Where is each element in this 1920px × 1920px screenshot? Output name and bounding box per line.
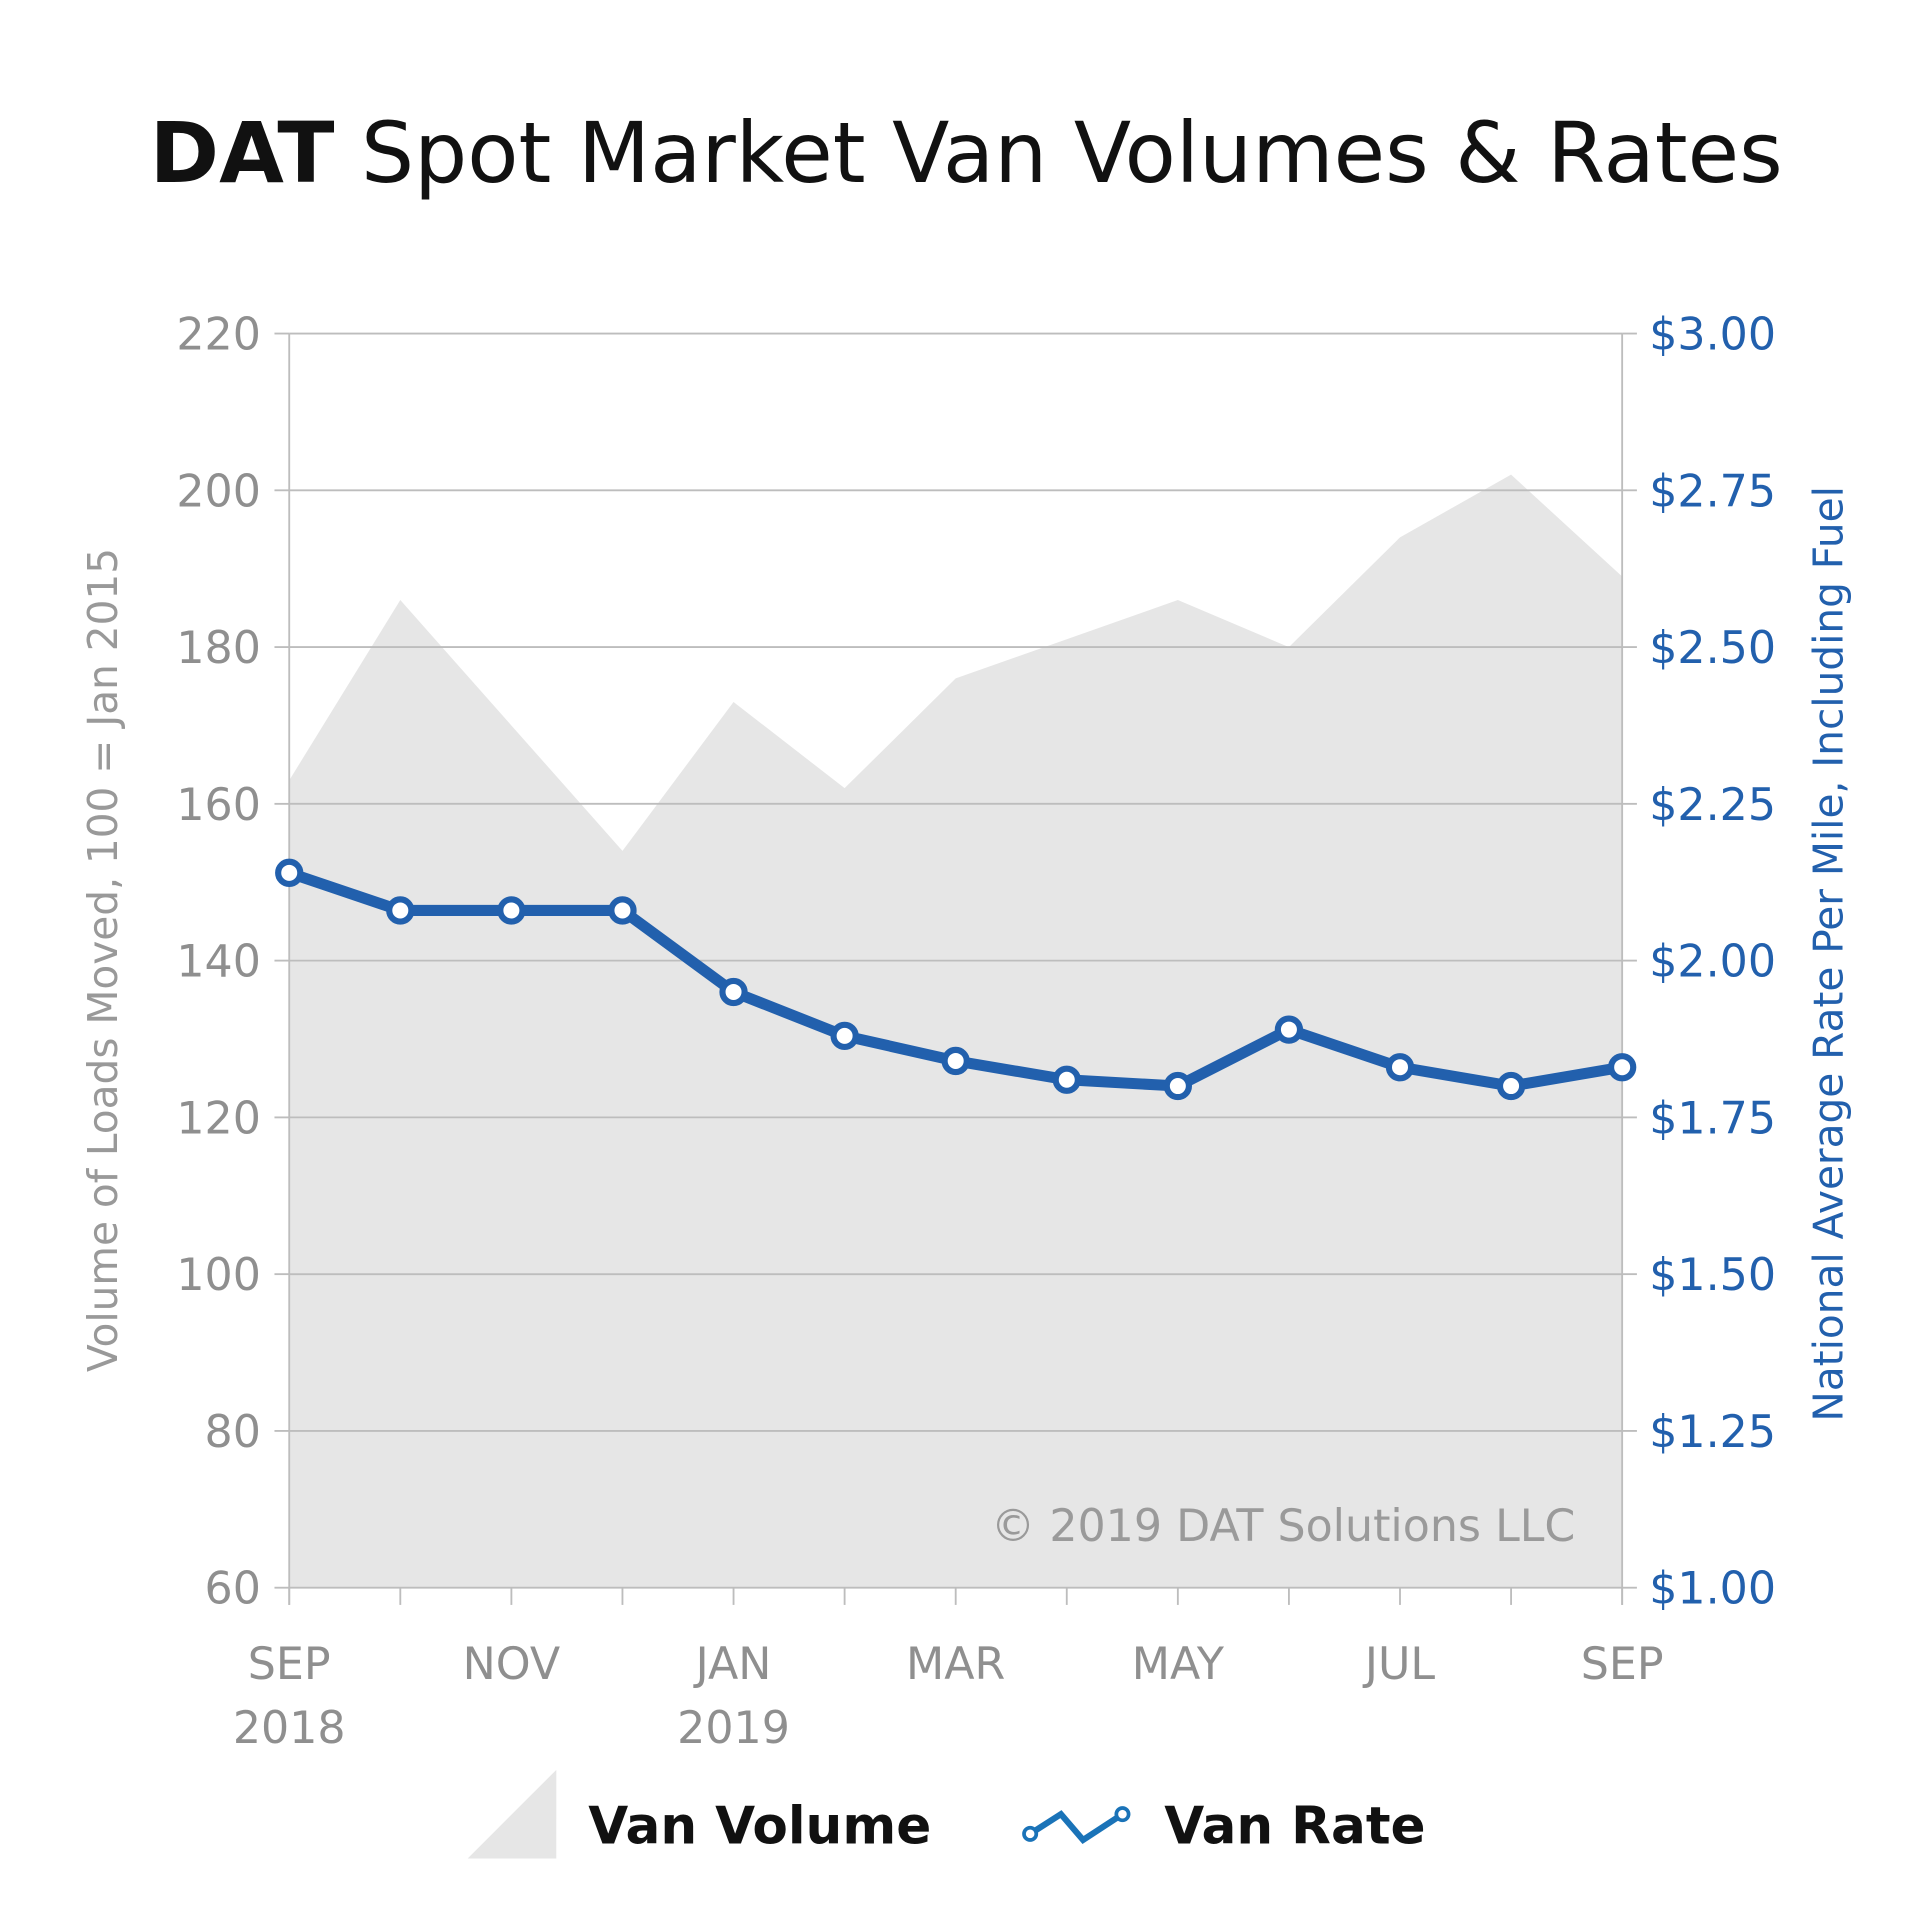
x-tick-label: MAY: [1132, 1639, 1225, 1690]
van-rate-point: [1385, 1053, 1415, 1082]
x-tick-label-year: 2018: [233, 1703, 346, 1754]
legend-van-rate-label: Van Rate: [1164, 1797, 1425, 1857]
x-tick-label: SEP: [1581, 1639, 1664, 1690]
legend-van-volume-swatch: [467, 1769, 557, 1859]
van-rate-point: [941, 1046, 970, 1076]
y-right-tick-label: $2.50: [1649, 623, 1776, 674]
y-right-tick-label: $1.00: [1649, 1564, 1776, 1615]
y-right-tick-label: $1.50: [1649, 1250, 1776, 1301]
annotation-copyright: © 2019 DAT Solutions LLC: [991, 1501, 1575, 1552]
van-rate-point: [1163, 1071, 1192, 1101]
y-right-tick-label: $3.00: [1649, 310, 1776, 361]
y-right-tick-label: $2.00: [1649, 937, 1776, 988]
y-left-tick-label: 200: [176, 466, 261, 517]
x-tick-label: SEP: [248, 1639, 331, 1690]
x-tick-label: JAN: [693, 1639, 772, 1690]
van-rate-point: [386, 896, 415, 925]
y-right-tick-label: $1.25: [1649, 1407, 1776, 1458]
y-axis-right-label: National Average Rate Per Mile, Includin…: [1804, 486, 1852, 1422]
van-rate-point: [1608, 1053, 1637, 1082]
x-tick-label-year: 2019: [677, 1703, 790, 1754]
y-axis-left-label: Volume of Loads Moved, 100 = Jan 2015: [79, 548, 127, 1372]
y-left-tick-label: 120: [176, 1093, 261, 1144]
van-volume-area: [289, 474, 1623, 1588]
van-rate-point: [275, 858, 304, 887]
legend-van-volume-label: Van Volume: [588, 1797, 931, 1857]
y-right-tick-label: $2.25: [1649, 780, 1776, 831]
y-left-tick-label: 140: [176, 937, 261, 988]
y-left-tick-label: 160: [176, 780, 261, 831]
legend: Van Volume Van Rate: [467, 1769, 1426, 1859]
plot-area: 60 $1.00 80 $1.25 100 $1.50 120 $1.75 140 $2.00 16…: [176, 310, 1776, 1754]
van-rate-point: [830, 1021, 859, 1051]
y-left-tick-label: 180: [176, 623, 261, 674]
y-left-tick-label: 100: [176, 1250, 261, 1301]
van-rate-point: [497, 896, 526, 925]
y-left-tick-label: 220: [176, 310, 261, 361]
x-tick-label: NOV: [463, 1639, 561, 1690]
van-rate-point: [719, 977, 748, 1007]
y-left-tick-label: 60: [205, 1564, 261, 1615]
van-rate-point: [608, 896, 637, 925]
van-rate-point: [1274, 1015, 1304, 1044]
van-rate-point: [1052, 1065, 1081, 1094]
y-left-tick-label: 80: [205, 1407, 261, 1458]
van-rate-point: [1496, 1071, 1526, 1101]
x-tick-label: JUL: [1362, 1639, 1435, 1690]
chart-title: DAT Spot Market Van Volumes & Rates: [150, 104, 1783, 202]
x-tick-label: MAR: [906, 1639, 1005, 1690]
y-right-tick-label: $1.75: [1649, 1093, 1776, 1144]
legend-van-rate-icon: [1022, 1806, 1131, 1845]
y-right-tick-label: $2.75: [1649, 466, 1776, 517]
